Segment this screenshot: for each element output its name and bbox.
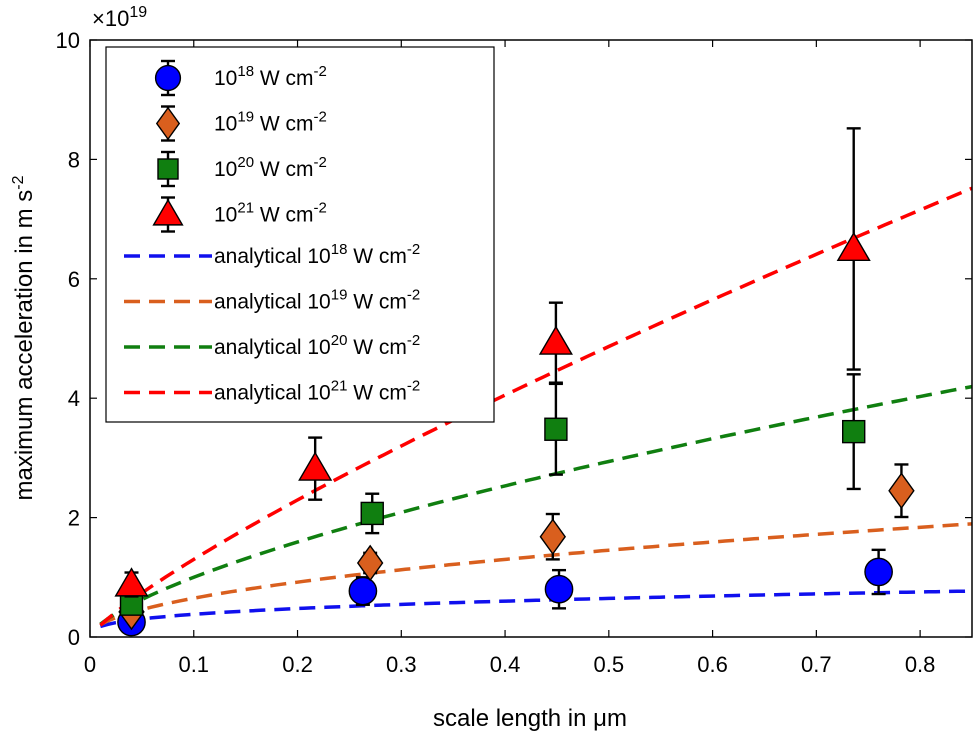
x-tick-label: 0.5: [594, 652, 625, 677]
data-point-21: [836, 231, 871, 262]
data-point-18: [348, 576, 378, 606]
data-point-18: [544, 574, 574, 604]
analytical-curve-21: [99, 186, 973, 627]
y-scale-exponent: 19: [129, 4, 147, 21]
x-tick-label: 0.6: [697, 652, 728, 677]
svg-text:maximum acceleration in m s-2: maximum acceleration in m s-2: [10, 175, 38, 500]
x-tick-label: 0.8: [905, 652, 936, 677]
data-point-20: [544, 417, 568, 441]
data-point-20: [842, 419, 866, 444]
y-axis-label: maximum acceleration in m s: [11, 190, 38, 501]
y-scale-factor: ×1019: [92, 4, 147, 31]
legend-label: 1021 W cm-2: [214, 200, 327, 227]
legend-label: analytical 1019 W cm-2: [214, 287, 420, 314]
legend-label: 1018 W cm-2: [214, 63, 327, 90]
data-point-18: [864, 557, 893, 587]
data-point-19: [356, 544, 384, 582]
x-axis-label: scale length in μm: [433, 705, 627, 732]
data-point-20: [360, 501, 384, 526]
data-point-21: [538, 325, 573, 355]
legend-label: 1019 W cm-2: [214, 109, 327, 136]
data-point-19: [888, 472, 915, 510]
plot-area: [99, 127, 973, 637]
data-point-19: [539, 518, 567, 556]
data-point-21: [298, 451, 333, 481]
legend: 1018 W cm-2 1019 W cm-2 1020 W cm-2 1021 W …: [105, 46, 495, 423]
y-axis-label-group: maximum acceleration in m s-2: [10, 175, 38, 500]
y-tick-label: 2: [68, 506, 80, 531]
legend-label: analytical 1021 W cm-2: [214, 378, 420, 405]
y-tick-label: 0: [68, 625, 80, 650]
y-axis-label-superscript: -2: [10, 175, 27, 189]
analytical-curve-18: [99, 589, 973, 629]
x-tick-label: 0.2: [282, 652, 313, 677]
legend-label: analytical 1020 W cm-2: [214, 332, 420, 359]
y-tick-label: 6: [68, 267, 80, 292]
y-scale-base: ×10: [92, 6, 129, 31]
x-tick-label: 0.7: [801, 652, 832, 677]
legend-label: 1020 W cm-2: [214, 154, 327, 181]
x-tick-label: 0: [84, 652, 96, 677]
analytical-curve-20: [99, 384, 973, 626]
y-tick-label: 4: [68, 386, 80, 411]
x-tick-label: 0.4: [490, 652, 521, 677]
analytical-curve-19: [99, 522, 973, 627]
x-tick-label: 0.3: [386, 652, 417, 677]
legend-marker-21: [152, 198, 184, 226]
ticks: 0 0.1 0.2 0.3 0.4 0.5 0.6 0.7 0.8 0 2 4 6 8 10: [56, 28, 972, 677]
axes-frame: [89, 39, 973, 638]
x-tick-label: 0.1: [178, 652, 209, 677]
legend-marker-18: [154, 64, 182, 92]
legend-box: [105, 46, 495, 423]
legend-marker-19: [155, 106, 181, 141]
y-tick-label: 8: [68, 147, 80, 172]
legend-marker-20: [157, 158, 179, 180]
data-point-21: [114, 567, 149, 597]
y-tick-label: 10: [56, 28, 80, 53]
legend-label: analytical 1018 W cm-2: [214, 241, 420, 268]
